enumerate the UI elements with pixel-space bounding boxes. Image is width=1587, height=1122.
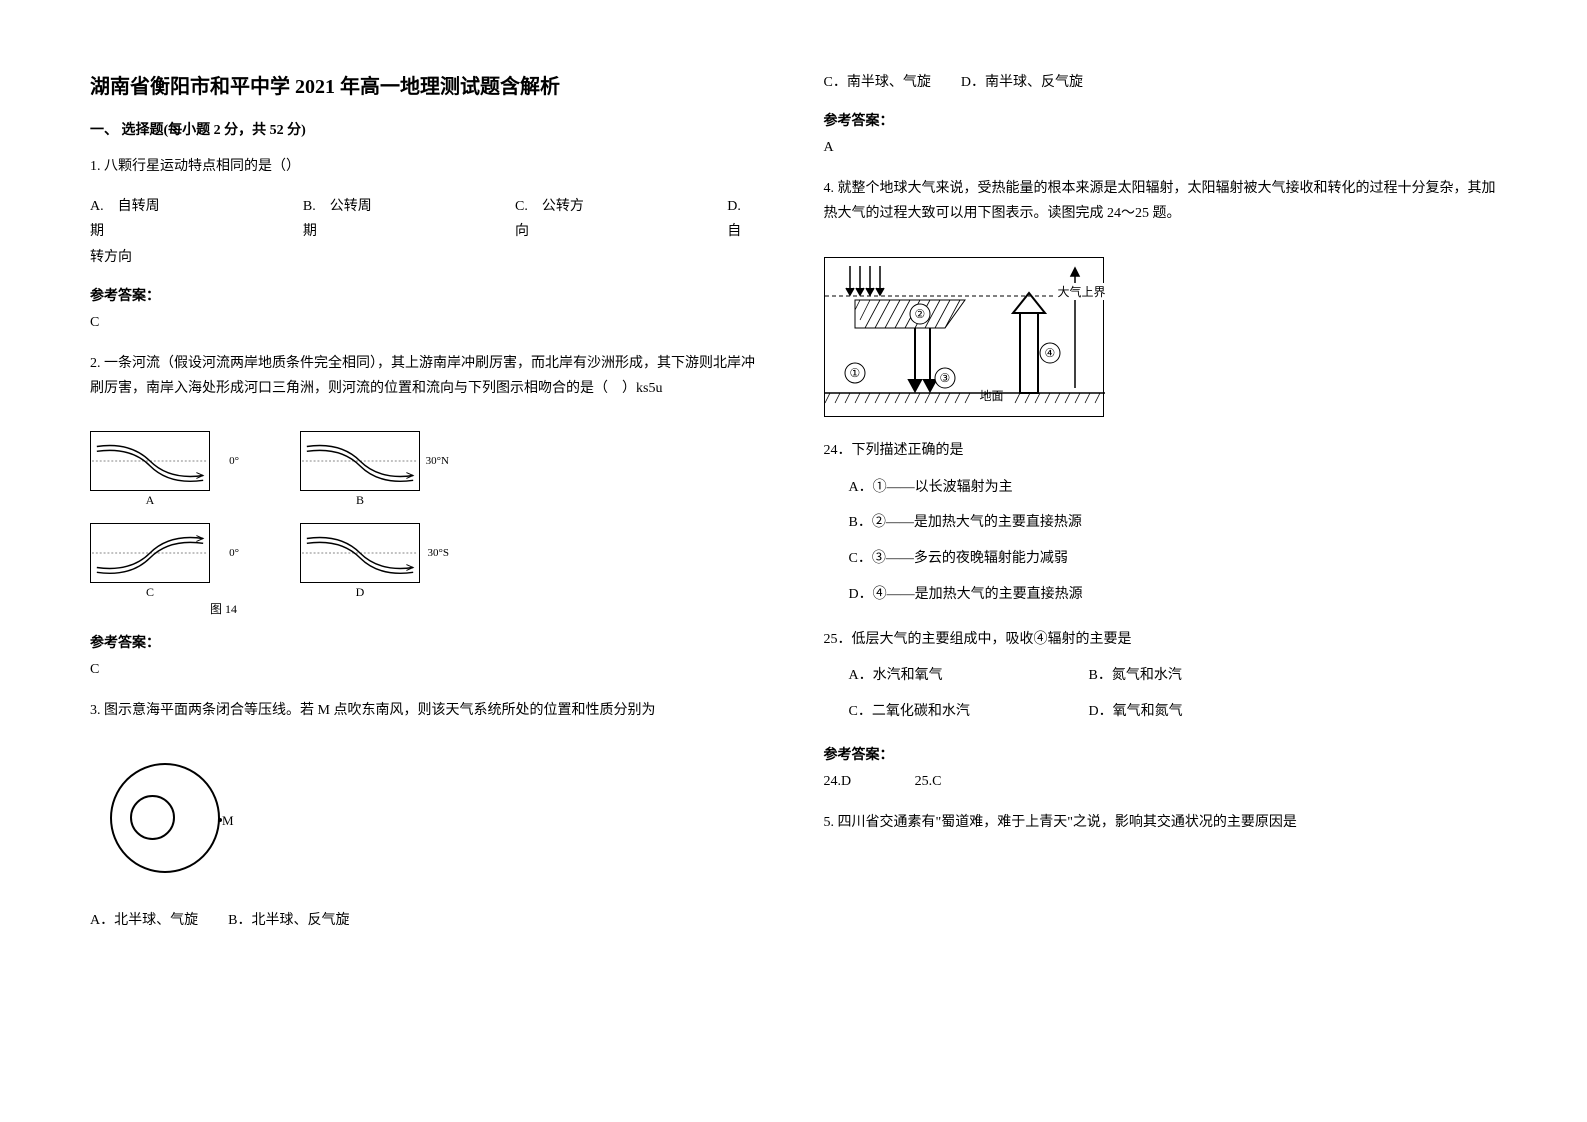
q4-answers: 24.D 25.C bbox=[824, 774, 1498, 790]
a25: 25.C bbox=[915, 774, 942, 789]
page-title: 湖南省衡阳市和平中学 2021 年高一地理测试题含解析 bbox=[90, 70, 764, 99]
num3: ③ bbox=[940, 371, 951, 386]
q1-answer-label: 参考答案： bbox=[90, 285, 764, 305]
q3-optA: A．北半球、气旋 bbox=[90, 908, 198, 933]
q25-optA: A．水汽和氧气 bbox=[849, 662, 1089, 690]
atmos-top-label: 大气上界 bbox=[1055, 283, 1107, 300]
q24-optB: B．②——是加热大气的主要直接热源 bbox=[849, 508, 1498, 539]
q3-answer-label: 参考答案： bbox=[824, 110, 1498, 130]
right-column: C．南半球、气旋 D．南半球、反气旋 参考答案： A 4. 就整个地球大气来说，… bbox=[824, 70, 1498, 1052]
q3-answer: A bbox=[824, 140, 1498, 156]
q25-row2: C．二氧化碳和水汽 D．氧气和氮气 bbox=[849, 698, 1498, 726]
q4-answer-label: 参考答案： bbox=[824, 744, 1498, 764]
q1-optD2: 转方向 bbox=[90, 245, 764, 270]
q1-options: A. 自转周期 B. 公转周期 C. 公转方向 D. 自 bbox=[90, 194, 764, 244]
lat-label: 0° bbox=[229, 547, 239, 559]
q4-text: 4. 就整个地球大气来说，受热能量的根本来源是太阳辐射，太阳辐射被大气接收和转化… bbox=[824, 176, 1498, 226]
q1-optC: C. 公转方向 bbox=[515, 194, 587, 244]
river-label-B: B bbox=[300, 493, 420, 508]
q4-diagram: ① ② ③ ④ 大气上界 地面 bbox=[824, 257, 1104, 417]
q3-options-ab: A．北半球、气旋 B．北半球、反气旋 bbox=[90, 908, 764, 933]
q3-optC: C．南半球、气旋 bbox=[824, 70, 931, 95]
fig-label: 图 14 bbox=[210, 600, 764, 617]
section-header: 一、 选择题(每小题 2 分，共 52 分) bbox=[90, 119, 764, 139]
river-diagram-A: 0° A bbox=[90, 431, 210, 508]
q3-diagram: M bbox=[110, 753, 260, 883]
atmos-ground-label: 地面 bbox=[980, 387, 1004, 404]
m-label: M bbox=[222, 813, 234, 829]
q25-optD: D．氧气和氮气 bbox=[1089, 698, 1329, 726]
num2: ② bbox=[915, 307, 926, 322]
q3-text: 3. 图示意海平面两条闭合等压线。若 M 点吹东南风，则该天气系统所处的位置和性… bbox=[90, 698, 764, 723]
q1-optA: A. 自转周期 bbox=[90, 194, 163, 244]
q24-optA: A．①——以长波辐射为主 bbox=[849, 473, 1498, 504]
q3-options-cd: C．南半球、气旋 D．南半球、反气旋 bbox=[824, 70, 1498, 95]
q1-optD: D. 自 bbox=[727, 194, 763, 244]
river-label-D: D bbox=[300, 585, 420, 600]
q24-optD: D．④——是加热大气的主要直接热源 bbox=[849, 580, 1498, 611]
river-diagram-D: 30°S D bbox=[300, 523, 420, 600]
q24-text: 24．下列描述正确的是 bbox=[824, 437, 1498, 465]
q2-text: 2. 一条河流（假设河流两岸地质条件完全相同），其上游南岸冲刷厉害，而北岸有沙洲… bbox=[90, 351, 764, 401]
q25-optB: B．氮气和水汽 bbox=[1089, 662, 1329, 690]
river-diagram-B: 30°N B bbox=[300, 431, 420, 508]
q1-answer: C bbox=[90, 315, 764, 331]
lat-label: 0° bbox=[229, 455, 239, 467]
num1: ① bbox=[850, 366, 861, 381]
river-label-C: C bbox=[90, 585, 210, 600]
river-label-A: A bbox=[90, 493, 210, 508]
q2-answer: C bbox=[90, 662, 764, 678]
lat-label: 30°N bbox=[426, 455, 449, 467]
q1-optB: B. 公转周期 bbox=[303, 194, 375, 244]
q3-optD: D．南半球、反气旋 bbox=[961, 70, 1083, 95]
lat-label: 30°S bbox=[427, 547, 449, 559]
q25-optC: C．二氧化碳和水汽 bbox=[849, 698, 1089, 726]
q25-row1: A．水汽和氧气 B．氮气和水汽 bbox=[849, 662, 1498, 690]
q3-optB: B．北半球、反气旋 bbox=[228, 908, 349, 933]
q5-text: 5. 四川省交通素有"蜀道难，难于上青天"之说，影响其交通状况的主要原因是 bbox=[824, 810, 1498, 835]
q1-text: 1. 八颗行星运动特点相同的是（） bbox=[90, 154, 764, 179]
q2-answer-label: 参考答案： bbox=[90, 632, 764, 652]
q25-text: 25．低层大气的主要组成中，吸收④辐射的主要是 bbox=[824, 626, 1498, 654]
a24: 24.D bbox=[824, 774, 852, 789]
num4: ④ bbox=[1045, 346, 1056, 361]
river-diagram-C: 0° C bbox=[90, 523, 210, 600]
q24-optC: C．③——多云的夜晚辐射能力减弱 bbox=[849, 544, 1498, 575]
q2-diagram: 0° A 30°N B bbox=[90, 431, 764, 617]
left-column: 湖南省衡阳市和平中学 2021 年高一地理测试题含解析 一、 选择题(每小题 2… bbox=[90, 70, 764, 1052]
